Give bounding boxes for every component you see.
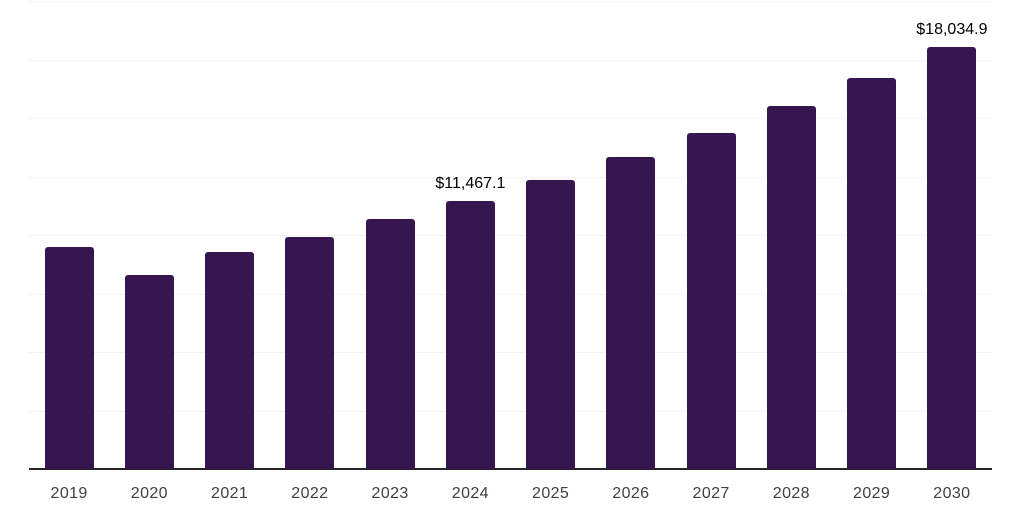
x-tick-label-2019: 2019 bbox=[50, 485, 88, 502]
x-tick-label-2028: 2028 bbox=[772, 485, 810, 502]
gridline bbox=[29, 176, 992, 178]
gridline bbox=[29, 1, 992, 2]
x-tick-label-2029: 2029 bbox=[853, 485, 891, 502]
gridline bbox=[29, 235, 992, 236]
x-tick-label-2023: 2023 bbox=[371, 485, 409, 502]
x-axis-line bbox=[29, 468, 992, 470]
bar-2030 bbox=[927, 46, 977, 469]
x-tick-label-2020: 2020 bbox=[130, 485, 168, 502]
gridline bbox=[29, 352, 992, 353]
bar-2028 bbox=[766, 106, 816, 469]
bar-2021 bbox=[205, 252, 255, 469]
bar-2022 bbox=[285, 236, 335, 469]
bar-2020 bbox=[124, 275, 174, 469]
bar-value-label-2024: $11,467.1 bbox=[435, 174, 506, 192]
gridline bbox=[29, 118, 992, 119]
bar-2019 bbox=[44, 246, 94, 469]
bar-2025 bbox=[526, 179, 576, 469]
gridline bbox=[29, 410, 992, 412]
bar-2029 bbox=[847, 77, 897, 469]
x-tick-label-2021: 2021 bbox=[211, 485, 249, 502]
bar-2024 bbox=[445, 200, 495, 469]
x-tick-label-2025: 2025 bbox=[532, 485, 570, 502]
bar-2023 bbox=[365, 218, 415, 469]
bar-2026 bbox=[606, 157, 656, 469]
gridline bbox=[29, 293, 992, 295]
x-tick-label-2027: 2027 bbox=[692, 485, 730, 502]
gridline bbox=[29, 59, 992, 61]
x-tick-label-2030: 2030 bbox=[933, 485, 971, 502]
bar-2027 bbox=[686, 132, 736, 469]
x-tick-label-2024: 2024 bbox=[451, 485, 489, 502]
bar-value-label-2030: $18,034.9 bbox=[916, 20, 988, 38]
x-tick-label-2022: 2022 bbox=[291, 485, 329, 502]
x-tick-label-2026: 2026 bbox=[612, 485, 650, 502]
